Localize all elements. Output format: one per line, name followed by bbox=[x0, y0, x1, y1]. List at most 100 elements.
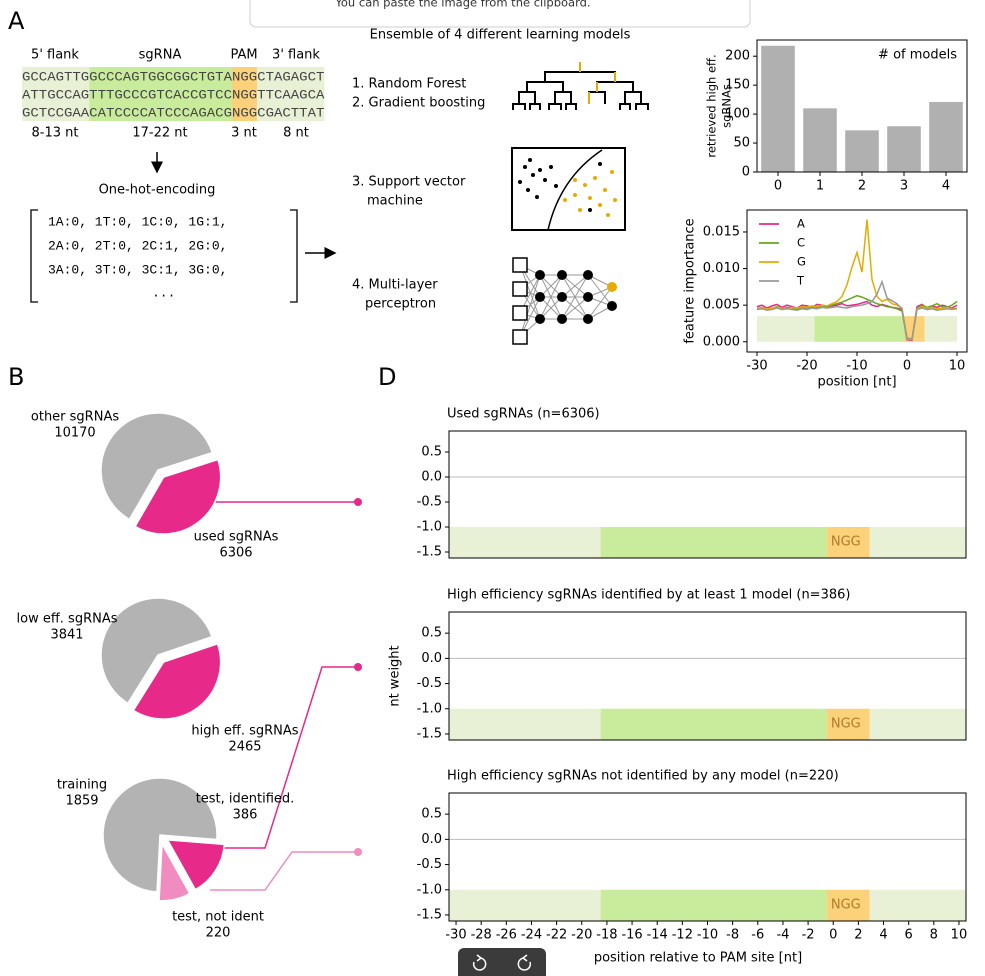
x-tick-label: -30 bbox=[746, 359, 767, 374]
encoding-row: 2A:0, 2T:0, 2C:1, 2G:0, bbox=[48, 238, 227, 253]
x-tick-label: 4 bbox=[942, 179, 950, 194]
dot bbox=[613, 198, 617, 202]
panel-label: D bbox=[378, 363, 396, 391]
dot bbox=[598, 162, 602, 166]
x-tick-label: 4 bbox=[879, 928, 887, 943]
y-tick-label: 150 bbox=[725, 78, 750, 93]
header: 5' flank bbox=[31, 48, 79, 63]
y-tick-label: 0.5 bbox=[421, 807, 442, 822]
legend-label: A bbox=[797, 217, 805, 231]
dot bbox=[535, 195, 539, 199]
x-tick-label: -14 bbox=[647, 928, 668, 943]
y-axis-label: feature importance bbox=[683, 218, 698, 343]
dot bbox=[526, 188, 530, 192]
plots: GCCAGTTG GCCCAGTGGCGGCTGTA NGG CTAGAGCTATTG… bbox=[17, 39, 968, 966]
x-tick-label: -10 bbox=[697, 928, 718, 943]
sequence-bg bbox=[89, 103, 232, 121]
x-tick-label: -28 bbox=[471, 928, 492, 943]
line-series bbox=[756, 279, 958, 340]
dot bbox=[610, 170, 614, 174]
length: 3 nt bbox=[231, 126, 257, 141]
pie-value: 220 bbox=[206, 926, 231, 941]
axes-frame bbox=[448, 611, 967, 741]
pie-label: other sgRNAs bbox=[31, 410, 119, 425]
region bbox=[600, 889, 827, 921]
y-axis-label: nt weight bbox=[388, 645, 403, 706]
y-tick-label: -1.0 bbox=[417, 701, 442, 716]
x-tick-label: -30 bbox=[445, 928, 466, 943]
logo-title: High efficiency sgRNAs not identified by… bbox=[447, 769, 839, 784]
sequence: NGG bbox=[232, 105, 257, 120]
y-tick-label: 0.0 bbox=[421, 470, 442, 485]
annotation: NGG bbox=[831, 897, 861, 912]
y-tick-label: -1.0 bbox=[417, 520, 442, 535]
x-tick-label: -12 bbox=[672, 928, 693, 943]
nn-node bbox=[535, 314, 545, 324]
nn-icon bbox=[512, 257, 617, 345]
pie-label: training bbox=[57, 778, 107, 793]
y-tick-label: -1.5 bbox=[417, 545, 442, 560]
region bbox=[826, 527, 870, 558]
x-tick-label: 0 bbox=[774, 179, 782, 194]
y-tick-label: 0 bbox=[742, 165, 750, 180]
pie-slice bbox=[102, 777, 218, 893]
y-tick-label: 0.5 bbox=[421, 445, 442, 460]
legend-label: G bbox=[797, 255, 806, 269]
nn-input bbox=[512, 257, 528, 273]
y-tick-label: 0.000 bbox=[703, 334, 740, 349]
sequence: CGACTTAT bbox=[257, 105, 324, 120]
encoding-row: 1A:0, 1T:0, 1C:0, 1G:1, bbox=[48, 214, 227, 229]
region bbox=[924, 316, 957, 342]
region bbox=[869, 889, 966, 921]
sequence-bg bbox=[22, 85, 90, 103]
dot bbox=[543, 178, 547, 182]
pie-label: low eff. sgRNAs bbox=[17, 612, 118, 627]
sequence-bg bbox=[232, 85, 258, 103]
region bbox=[449, 889, 601, 921]
x-tick-label: -16 bbox=[621, 928, 642, 943]
region bbox=[904, 316, 925, 342]
rotate-right-button[interactable] bbox=[508, 952, 540, 976]
sequence-bg bbox=[22, 67, 90, 85]
region bbox=[826, 889, 870, 921]
dot bbox=[588, 196, 592, 200]
encoding-row: 3A:0, 3T:0, 3C:1, 3G:0, bbox=[48, 262, 227, 277]
pie-slice bbox=[132, 642, 222, 720]
pie-value: 386 bbox=[233, 808, 258, 823]
connector bbox=[210, 666, 358, 849]
axes-frame bbox=[756, 39, 968, 173]
sequence-bg bbox=[257, 85, 325, 103]
dot bbox=[606, 213, 610, 217]
region bbox=[449, 708, 601, 740]
nn-input bbox=[512, 281, 528, 297]
bar bbox=[803, 108, 837, 172]
dot bbox=[588, 208, 592, 212]
pie-label: used sgRNAs bbox=[194, 530, 279, 545]
sequence-bg bbox=[257, 67, 325, 85]
model-label: perceptron bbox=[365, 297, 436, 312]
region bbox=[757, 316, 815, 342]
y-tick-label: 50 bbox=[733, 136, 750, 151]
header: PAM bbox=[230, 48, 257, 63]
rotate-left-button[interactable] bbox=[464, 952, 496, 976]
sequence: GCCCAGTGGCGGCTGTA bbox=[89, 69, 232, 84]
encoding-title: One-hot-encoding bbox=[99, 183, 216, 198]
y-tick-label: -1.5 bbox=[417, 726, 442, 741]
sequence-bg bbox=[232, 67, 258, 85]
axes-frame bbox=[448, 430, 967, 559]
pie-value: 10170 bbox=[54, 426, 95, 441]
dot bbox=[598, 203, 602, 207]
annotation: NGG bbox=[831, 535, 861, 550]
length: 8-13 nt bbox=[32, 126, 79, 141]
dot bbox=[563, 198, 567, 202]
x-tick-label: 10 bbox=[951, 928, 968, 943]
nn-edge bbox=[561, 296, 589, 320]
dot bbox=[538, 168, 542, 172]
nn-node bbox=[535, 292, 545, 302]
x-tick-label: 10 bbox=[949, 359, 966, 374]
y-tick-label: 200 bbox=[725, 49, 750, 64]
y-tick-label: 0.015 bbox=[703, 224, 740, 239]
sequence: CTAGAGCT bbox=[257, 69, 324, 84]
region bbox=[869, 527, 966, 558]
region bbox=[814, 316, 905, 342]
